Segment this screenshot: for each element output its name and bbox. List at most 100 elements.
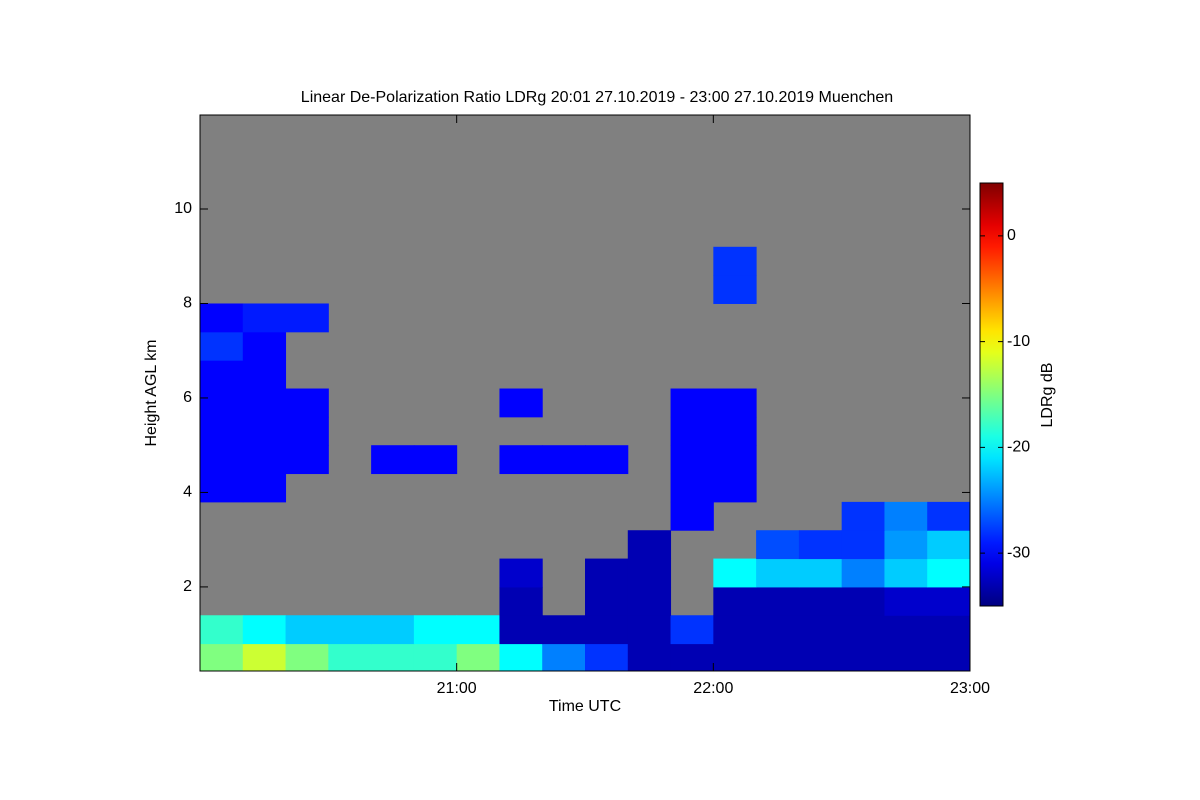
heatmap-cell bbox=[242, 445, 287, 475]
heatmap-cell bbox=[242, 615, 287, 645]
heatmap-cell bbox=[499, 445, 543, 475]
heatmap-cell bbox=[713, 586, 757, 616]
heatmap-cell bbox=[413, 643, 458, 672]
heatmap-cell bbox=[200, 303, 244, 333]
heatmap-cell bbox=[456, 643, 500, 672]
y-axis-label: Height AGL km bbox=[143, 339, 160, 446]
y-tick-label: 8 bbox=[183, 295, 192, 312]
heatmap-cell bbox=[713, 615, 757, 645]
heatmap-cell bbox=[713, 445, 757, 475]
heatmap-cell bbox=[200, 331, 244, 361]
heatmap-cell bbox=[285, 388, 329, 418]
heatmap-cell bbox=[756, 558, 800, 588]
heatmap-cell bbox=[413, 615, 458, 645]
y-tick-label: 2 bbox=[183, 578, 192, 595]
colorbar-tick-label: -20 bbox=[1007, 439, 1030, 456]
heatmap-cell bbox=[285, 416, 329, 446]
heatmap-cell bbox=[200, 615, 244, 645]
heatmap-cell bbox=[242, 416, 287, 446]
heatmap-cell bbox=[499, 615, 543, 645]
heatmap-cell bbox=[285, 445, 329, 475]
heatmap-cell bbox=[371, 643, 415, 672]
y-tick-label: 6 bbox=[183, 389, 192, 406]
heatmap-cell bbox=[371, 445, 415, 475]
heatmap-cell bbox=[713, 416, 757, 446]
heatmap-cell bbox=[585, 643, 629, 672]
heatmap-cell bbox=[585, 558, 629, 588]
heatmap-cell bbox=[499, 388, 543, 418]
heatmap-cell bbox=[670, 473, 714, 503]
heatmap-cell bbox=[713, 246, 757, 276]
heatmap-cell bbox=[927, 530, 971, 560]
heatmap-cell bbox=[927, 558, 971, 588]
x-axis-label: Time UTC bbox=[549, 698, 621, 715]
heatmap-cell bbox=[841, 558, 885, 588]
heatmap-cell bbox=[798, 643, 843, 672]
y-tick-label: 10 bbox=[174, 200, 192, 217]
heatmap-cell bbox=[627, 615, 672, 645]
y-tick-label: 4 bbox=[183, 484, 192, 501]
heatmap-cell bbox=[585, 615, 629, 645]
heatmap-cell bbox=[670, 643, 714, 672]
heatmap-cell bbox=[798, 615, 843, 645]
heatmap-cell bbox=[884, 558, 928, 588]
heatmap-cell bbox=[328, 643, 372, 672]
heatmap-cell bbox=[670, 445, 714, 475]
x-tick-label: 21:00 bbox=[437, 680, 477, 697]
heatmap-cell bbox=[841, 586, 885, 616]
heatmap-cell bbox=[884, 586, 928, 616]
heatmap-cell bbox=[756, 530, 800, 560]
heatmap-cell bbox=[200, 643, 244, 672]
heatmap-cell bbox=[884, 615, 928, 645]
chart-title: Linear De-Polarization Ratio LDRg 20:01 … bbox=[301, 89, 893, 106]
heatmap-cell bbox=[670, 615, 714, 645]
heatmap-cell bbox=[499, 643, 543, 672]
heatmap-cell bbox=[927, 501, 971, 531]
heatmap-cell bbox=[585, 586, 629, 616]
heatmap-cell bbox=[798, 530, 843, 560]
heatmap-cell bbox=[756, 643, 800, 672]
heatmap-cell bbox=[884, 530, 928, 560]
heatmap-cell bbox=[200, 388, 244, 418]
heatmap-cell bbox=[627, 586, 672, 616]
colorbar bbox=[979, 182, 1004, 607]
heatmap-cell bbox=[200, 360, 244, 390]
heatmap-cell bbox=[927, 586, 971, 616]
colorbar-tick-label: 0 bbox=[1007, 227, 1016, 244]
heatmap-cell bbox=[200, 473, 244, 503]
heatmap-cell bbox=[242, 331, 287, 361]
heatmap-cell bbox=[328, 615, 372, 645]
heatmap-cell bbox=[285, 643, 329, 672]
heatmap-cell bbox=[841, 530, 885, 560]
heatmap-cell bbox=[499, 586, 543, 616]
heatmap-cell bbox=[242, 360, 287, 390]
heatmap-cell bbox=[627, 643, 672, 672]
heatmap-cell bbox=[841, 643, 885, 672]
heatmap-cell bbox=[756, 586, 800, 616]
x-tick-label: 23:00 bbox=[950, 680, 990, 697]
heatmap-cell bbox=[627, 530, 672, 560]
heatmap-cell bbox=[242, 388, 287, 418]
heatmap-cell bbox=[670, 388, 714, 418]
heatmap-cell bbox=[285, 303, 329, 333]
colorbar-tick-label: -10 bbox=[1007, 333, 1030, 350]
heatmap-cell bbox=[713, 275, 757, 304]
heatmap-cell bbox=[841, 501, 885, 531]
heatmap-cell bbox=[670, 501, 714, 531]
heatmap-cell bbox=[499, 558, 543, 588]
heatmap-cell bbox=[884, 501, 928, 531]
heatmap-cell bbox=[413, 445, 458, 475]
heatmap-cell bbox=[542, 643, 586, 672]
heatmap-cell bbox=[242, 643, 287, 672]
heatmap-cell bbox=[542, 445, 586, 475]
heatmap-cell bbox=[798, 586, 843, 616]
colorbar-label: LDRg dB bbox=[1039, 363, 1056, 428]
heatmap-cell bbox=[884, 643, 928, 672]
colorbar-tick-label: -30 bbox=[1007, 544, 1030, 561]
heatmap-cell bbox=[200, 445, 244, 475]
plot-frame bbox=[199, 114, 971, 672]
heatmap-cell bbox=[371, 615, 415, 645]
heatmap-cell bbox=[242, 473, 287, 503]
heatmap-cell bbox=[841, 615, 885, 645]
